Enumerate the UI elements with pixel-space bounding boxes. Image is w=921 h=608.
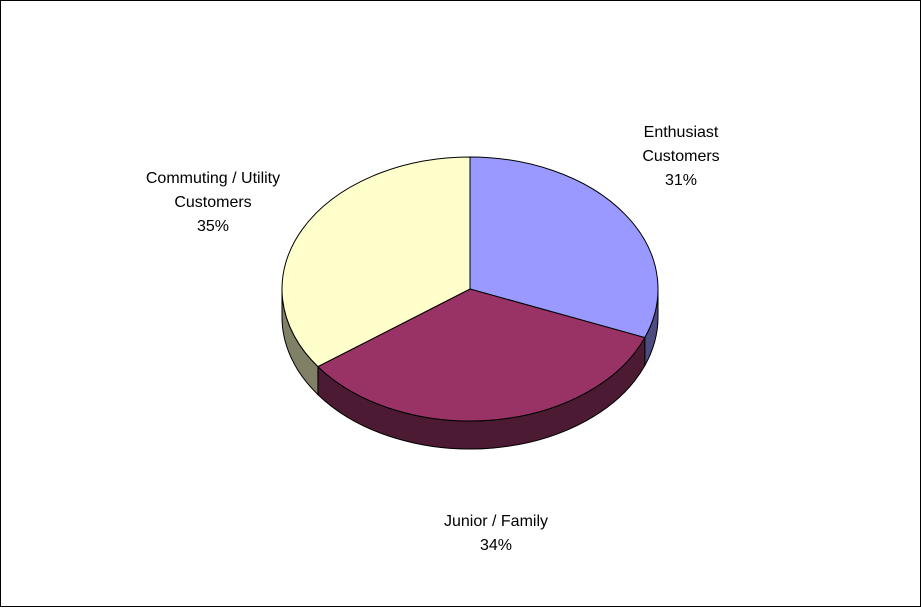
pie-slice-1: [469, 156, 659, 339]
pie-slice-3: [281, 156, 471, 368]
pie-slice-2: [317, 288, 646, 422]
slice-label-3: Commuting / Utility Customers 35%: [146, 170, 280, 235]
slice-value-label: 31%: [665, 172, 697, 189]
slice-label-1: Enthusiast Customers 31%: [642, 124, 719, 189]
slice-category-label: Customers: [174, 194, 251, 211]
slice-value-label: 35%: [197, 218, 229, 235]
slice-category-label: Customers: [642, 148, 719, 165]
slice-category-label: Enthusiast: [644, 124, 719, 141]
slice-category-label: Commuting / Utility: [146, 170, 280, 187]
slice-category-label: Junior / Family: [444, 513, 548, 530]
slice-value-label: 34%: [480, 537, 512, 554]
slice-label-2: Junior / Family 34%: [444, 513, 548, 554]
